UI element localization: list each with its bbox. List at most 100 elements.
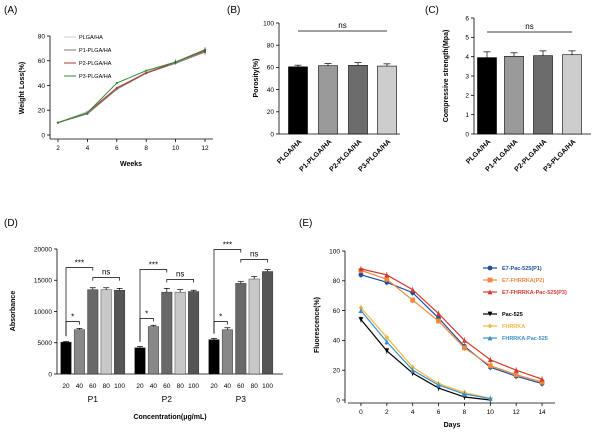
panel-a-y-axis-title: Weight Loss(%) xyxy=(19,62,26,114)
panel-e-x-axis-title: Days xyxy=(444,422,461,429)
panel-b-y-tick-label: 80 xyxy=(267,43,275,50)
panel-d-bar xyxy=(87,289,99,375)
panel-d-bar xyxy=(262,271,274,375)
panel-e-x-tick-label: 14 xyxy=(538,409,546,416)
panel-e-point xyxy=(384,272,390,278)
panel-e-point xyxy=(384,339,390,345)
panel-d-bar xyxy=(134,347,146,375)
panel-e-legend-label: Pac-525 xyxy=(502,312,523,318)
panel-a-x-tick-label: 8 xyxy=(144,145,148,152)
panel-c-y-tick-label: 2 xyxy=(465,93,469,100)
panel-d-x-tick-label: 80 xyxy=(251,383,259,390)
panel-d-significance-label: ns xyxy=(250,250,258,259)
panel-d-bar xyxy=(73,329,85,375)
panel-a-label: (A) xyxy=(4,5,17,16)
panel-e-x-tick-label: 8 xyxy=(463,409,467,416)
panel-d-y-tick-label: 5000 xyxy=(38,340,53,347)
panel-d-y-tick-label: 10000 xyxy=(34,309,52,316)
panel-b-bar xyxy=(348,65,368,135)
panel-b-y-tick-label: 100 xyxy=(263,20,274,27)
panel-a-point xyxy=(145,72,148,75)
panel-d-group-label: P3 xyxy=(236,394,247,404)
panel-a-point xyxy=(56,121,60,124)
panel-d-significance-bracket xyxy=(92,277,120,281)
panel-e-y-axis-title: Fluorescence(%) xyxy=(314,297,321,353)
panel-e-point xyxy=(358,266,364,272)
panel-d-significance-label: ns xyxy=(176,270,184,279)
panel-e-legend-marker xyxy=(487,323,493,329)
panel-d-bar xyxy=(114,290,126,375)
panel-b-y-axis-title: Porosity(%) xyxy=(253,59,260,98)
panel-b-bar xyxy=(288,66,308,135)
panel-e-point xyxy=(358,308,364,313)
panel-a-point xyxy=(115,81,118,85)
panel-c-bar xyxy=(533,55,553,135)
panel-e-legend-marker xyxy=(487,311,493,317)
panel-a-legend-label: P1-PLGA/HA xyxy=(79,48,112,54)
panel-a-legend-label: P2-PLGA/HA xyxy=(79,61,112,67)
panel-d-significance-label: * xyxy=(145,310,148,319)
panel-e-point xyxy=(436,311,441,316)
panel-a-point xyxy=(86,111,89,114)
panel-c-bar xyxy=(562,54,582,135)
panel-e-x-tick-label: 6 xyxy=(437,409,441,416)
panel-d-significance-bracket xyxy=(240,259,268,263)
panel-e-label: (E) xyxy=(299,218,312,229)
panel-d-significance-label: *** xyxy=(149,261,158,270)
panel-e-y-tick-label: 60 xyxy=(333,308,341,315)
panel-e-line-E7-Pac-525(P1) xyxy=(360,274,543,385)
panel-d-label: (D) xyxy=(4,218,18,229)
panel-e-point xyxy=(410,367,416,373)
panel-e-point xyxy=(513,372,519,378)
panel-e-point xyxy=(410,297,416,303)
panel-b-label: (B) xyxy=(227,5,240,16)
panel-e-y-tick-label: 80 xyxy=(333,278,341,285)
panel-d-x-tick-label: 40 xyxy=(224,383,232,390)
panel-e-line-FHRRKA xyxy=(360,307,491,400)
panel-e-legend-label: FHRRKA xyxy=(502,324,525,330)
panel-c-bar xyxy=(504,55,524,135)
panel-e-point xyxy=(487,357,493,363)
panel-d-significance-bracket xyxy=(166,279,194,283)
panel-e-point xyxy=(384,335,390,340)
panel-d-x-axis-title: Concentration(μg/mL) xyxy=(133,414,206,421)
panel-e-legend-label: E7-Pac-525(P1) xyxy=(502,266,542,272)
panel-d-significance-label: * xyxy=(219,313,222,322)
panel-c-y-tick-label: 1 xyxy=(465,112,469,119)
panel-d-bar xyxy=(174,291,186,375)
panel-a-y-tick-label: 80 xyxy=(38,33,46,40)
panel-d-x-tick-label: 60 xyxy=(89,383,97,390)
panel-e-y-tick-label: 40 xyxy=(333,338,341,345)
panel-c-x-tick-label: PLGA/HA xyxy=(465,138,492,165)
panel-e-legend-marker xyxy=(487,277,493,283)
panel-d-x-tick-label: 60 xyxy=(237,383,245,390)
panel-e-point xyxy=(487,363,493,369)
panel-d-x-tick-label: 20 xyxy=(210,383,218,390)
panel-d-x-tick-label: 40 xyxy=(150,383,158,390)
panel-e-point xyxy=(358,317,364,322)
panel-e-point xyxy=(436,382,441,388)
panel-b-y-tick-label: 20 xyxy=(267,109,275,116)
panel-d-bar xyxy=(188,291,200,375)
panel-d-y-tick-label: 15000 xyxy=(34,278,52,285)
panel-e-point xyxy=(539,376,545,382)
panel-e-x-tick-label: 10 xyxy=(487,409,495,416)
panel-d-significance-label: *** xyxy=(75,259,84,268)
panel-a-y-tick-label: 0 xyxy=(41,132,45,139)
panel-d-x-tick-label: 100 xyxy=(262,383,273,390)
panel-e-x-tick-label: 12 xyxy=(513,409,521,416)
panel-e-point xyxy=(462,391,467,397)
panel-d-y-tick-label: 20000 xyxy=(34,246,52,253)
panel-e-y-tick-label: 0 xyxy=(336,397,340,404)
panel-b-y-tick-label: 0 xyxy=(270,131,274,138)
panel-e-y-tick-label: 100 xyxy=(329,248,340,255)
panel-d-y-tick-label: 0 xyxy=(48,371,52,378)
panel-d-bar xyxy=(147,326,159,375)
panel-d-x-tick-label: 40 xyxy=(76,383,84,390)
panel-a-y-tick-label: 40 xyxy=(38,83,46,90)
panel-c-y-tick-label: 3 xyxy=(465,73,469,80)
panel-e-point xyxy=(513,367,519,373)
panel-e-point xyxy=(462,345,467,351)
panel-d-significance-label: ns xyxy=(102,268,110,277)
panel-e-legend-marker xyxy=(487,265,493,271)
